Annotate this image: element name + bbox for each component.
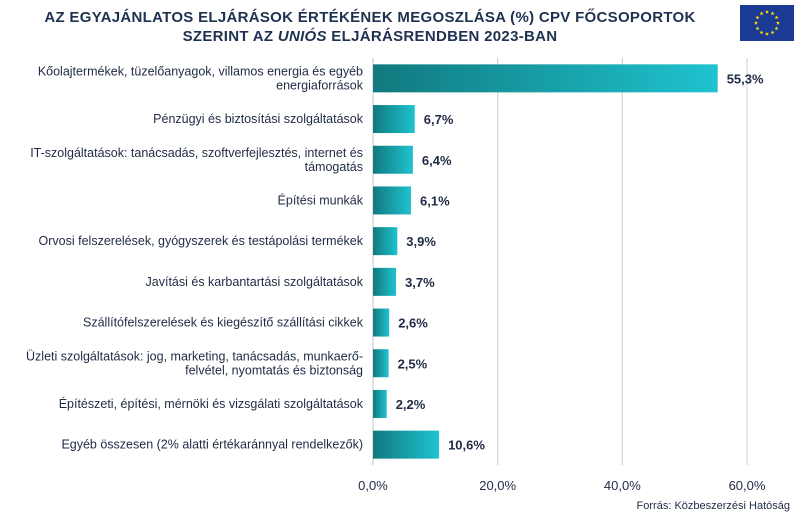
value-label: 2,5% — [398, 356, 428, 371]
bar — [373, 349, 389, 378]
value-label: 6,7% — [424, 112, 454, 127]
eu-star — [764, 9, 770, 14]
category-label: Egyéb összesen (2% alatti értékaránnyal … — [61, 438, 363, 452]
category-labels: Kőolajtermékek, tüzelőanyagok, villamos … — [26, 64, 364, 451]
category-label: Építészeti, építési, mérnöki és vizsgála… — [59, 396, 364, 411]
bar — [373, 308, 390, 337]
category-label: Építési munkák — [278, 192, 364, 207]
category-label: Szállítófelszerelések és kiegészítő szál… — [83, 316, 364, 330]
value-label: 2,2% — [396, 397, 426, 412]
value-label: 3,9% — [406, 234, 436, 249]
x-tick-label: 60,0% — [729, 478, 766, 493]
x-tick-label: 0,0% — [358, 478, 388, 493]
value-label: 2,6% — [398, 316, 428, 331]
eu-star — [764, 31, 770, 36]
eu-star — [759, 11, 764, 16]
category-label: Orvosi felszerelések, gyógyszerek és tes… — [39, 234, 364, 248]
eu-star — [755, 15, 760, 20]
value-label: 55,3% — [727, 71, 764, 86]
title-line-2: SZERINT AZ UNIÓS ELJÁRÁSRENDBEN 2023-BAN — [20, 27, 720, 46]
category-label: Pénzügyi és biztosítási szolgáltatások — [153, 112, 364, 126]
bar — [373, 389, 387, 418]
title-line-2-post: ELJÁRÁSRENDBEN 2023-BAN — [326, 28, 558, 45]
category-label: Javítási és karbantartási szolgáltatások — [146, 275, 364, 289]
bar — [373, 64, 718, 93]
bar — [373, 430, 440, 459]
bar — [373, 105, 415, 134]
eu-star — [755, 26, 760, 31]
eu-flag-stars — [753, 9, 781, 36]
x-tick-label: 40,0% — [604, 478, 641, 493]
chart-title: AZ EGYAJÁNLATOS ELJÁRÁSOK ÉRTÉKÉNEK MEGO… — [20, 8, 720, 46]
title-line-2-pre: SZERINT AZ — [182, 28, 278, 45]
value-labels: 55,3% 6,7% 6,4% 6,1% 3,9% 3,7% 2,6% 2,5% 2,2% 10,… — [396, 71, 764, 452]
value-label: 6,4% — [422, 153, 452, 168]
category-label: Üzleti szolgáltatások: jog, marketing, t… — [26, 349, 363, 377]
title-line-2-emphasis: UNIÓS — [277, 28, 327, 45]
bar — [373, 227, 398, 256]
eu-star — [774, 26, 779, 31]
eu-flag-icon — [740, 5, 794, 41]
source-note: Forrás: Közbeszerzési Hatóság — [636, 500, 790, 512]
bar — [373, 186, 412, 215]
value-label: 10,6% — [448, 438, 485, 453]
eu-star — [775, 20, 781, 25]
bar — [373, 267, 397, 296]
value-label: 3,7% — [405, 275, 435, 290]
bars — [373, 64, 718, 459]
category-label: IT-szolgáltatások: tanácsadás, szoftverf… — [30, 146, 363, 174]
value-label: 6,1% — [420, 193, 450, 208]
bar — [373, 145, 413, 174]
eu-star — [770, 11, 775, 16]
eu-star — [770, 30, 775, 35]
eu-star — [759, 30, 764, 35]
title-line-1: AZ EGYAJÁNLATOS ELJÁRÁSOK ÉRTÉKÉNEK MEGO… — [44, 9, 696, 26]
x-tick-label: 20,0% — [479, 478, 516, 493]
eu-star — [774, 15, 779, 20]
category-label: Kőolajtermékek, tüzelőanyagok, villamos … — [38, 64, 364, 92]
eu-star — [753, 20, 759, 25]
x-tick-labels: 0,0% 20,0% 40,0% 60,0% — [358, 478, 766, 493]
